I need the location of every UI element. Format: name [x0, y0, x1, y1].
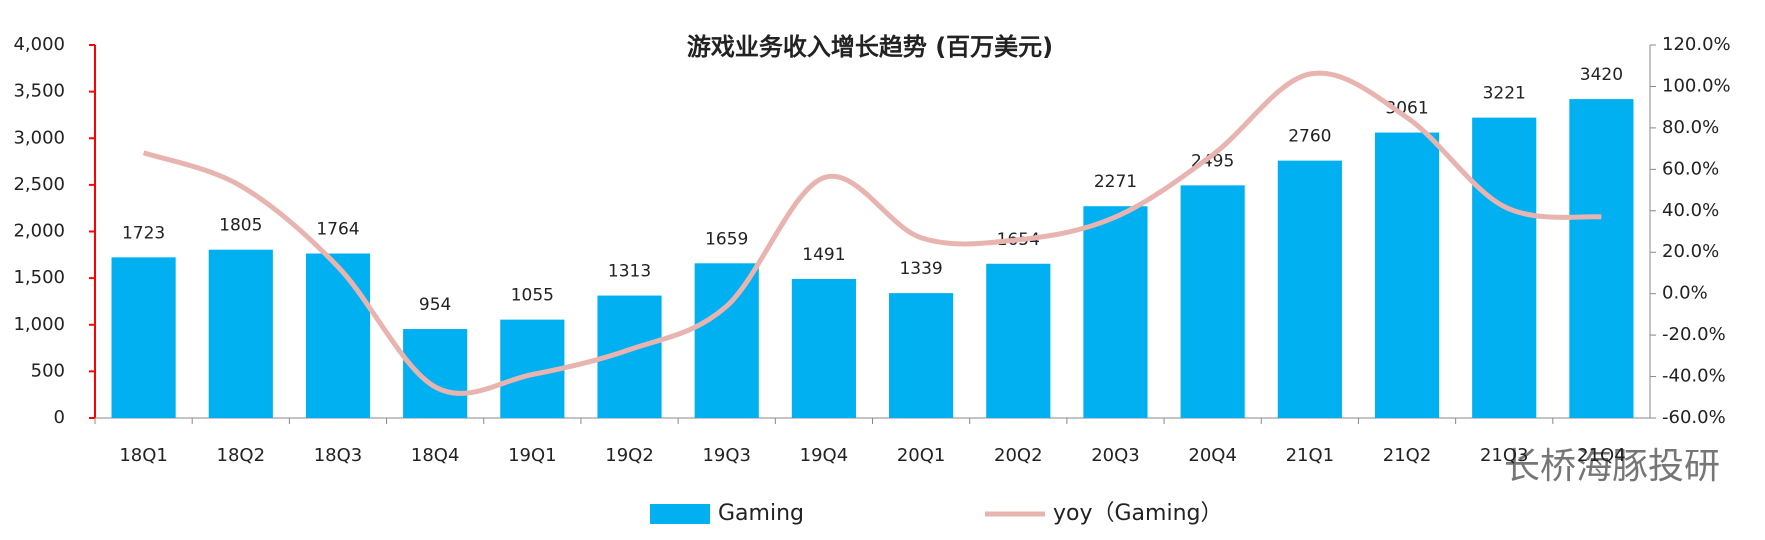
data-label: 1313: [608, 262, 651, 282]
bar: [889, 293, 954, 418]
x-tick-label: 18Q4: [411, 445, 460, 466]
data-label: 1339: [899, 259, 942, 279]
data-label: 1055: [511, 286, 554, 306]
data-label: 3221: [1483, 84, 1526, 104]
bar: [111, 257, 176, 418]
y-tick-label: 3,000: [13, 127, 65, 148]
data-label: 1491: [802, 245, 845, 265]
x-tick-label: 21Q3: [1480, 445, 1529, 466]
y-tick-label: 2,000: [13, 221, 65, 242]
y2-tick-label: 0.0%: [1662, 283, 1708, 304]
x-tick-label: 19Q4: [800, 445, 849, 466]
data-label: 3061: [1385, 99, 1428, 119]
bar: [208, 249, 273, 418]
data-label: 1723: [122, 223, 165, 243]
x-tick-label: 20Q1: [897, 445, 946, 466]
data-label: 954: [419, 295, 451, 315]
y2-tick-label: 60.0%: [1662, 158, 1719, 179]
y2-tick-label: -60.0%: [1662, 407, 1726, 428]
watermark: 长桥海豚投研: [1504, 446, 1720, 487]
chart-title: 游戏业务收入增长趋势 (百万美元): [687, 33, 1053, 61]
legend-swatch: [650, 504, 710, 524]
x-tick-label: 19Q2: [605, 445, 654, 466]
x-tick-label: 20Q3: [1091, 445, 1140, 466]
bar: [403, 329, 468, 418]
x-tick-label: 21Q4: [1577, 445, 1626, 466]
x-tick-label: 19Q3: [702, 445, 751, 466]
y2-tick-label: -20.0%: [1662, 324, 1726, 345]
bar: [305, 253, 371, 418]
y2-tick-label: 80.0%: [1662, 117, 1719, 138]
x-tick-label: 20Q4: [1188, 445, 1237, 466]
bar: [1472, 117, 1537, 418]
y-tick-label: 500: [31, 360, 65, 381]
bar: [1083, 206, 1148, 418]
bar: [1180, 185, 1245, 418]
x-tick-label: 19Q1: [508, 445, 557, 466]
legend-label: Gaming: [718, 501, 804, 526]
data-label: 1659: [705, 229, 748, 249]
y2-tick-label: 100.0%: [1662, 75, 1731, 96]
bar: [1569, 99, 1634, 419]
data-label: 1805: [219, 216, 262, 236]
data-label: 1764: [316, 220, 359, 240]
y-tick-label: 0: [54, 407, 65, 428]
y-tick-label: 1,500: [13, 267, 65, 288]
y-tick-label: 2,500: [13, 174, 65, 195]
y-tick-label: 4,000: [13, 34, 65, 55]
y2-tick-label: -40.0%: [1662, 366, 1726, 387]
x-tick-label: 18Q3: [314, 445, 363, 466]
y2-tick-label: 40.0%: [1662, 200, 1719, 221]
y-tick-label: 3,500: [13, 81, 65, 102]
x-tick-label: 21Q2: [1383, 445, 1432, 466]
legend-label: yoy（Gaming）: [1053, 501, 1222, 526]
data-label: 2271: [1094, 172, 1137, 192]
data-label: 3420: [1580, 65, 1623, 85]
bar: [791, 278, 856, 418]
line: [142, 70, 1602, 396]
data-label: 2495: [1191, 151, 1234, 171]
bar: [1277, 160, 1342, 418]
data-label: 2760: [1288, 127, 1331, 147]
y2-tick-label: 20.0%: [1662, 241, 1719, 262]
bar: [1374, 132, 1440, 418]
y-tick-label: 1,000: [13, 314, 65, 335]
x-tick-label: 18Q2: [217, 445, 266, 466]
x-tick-label: 18Q1: [119, 445, 168, 466]
x-tick-label: 21Q1: [1286, 445, 1335, 466]
y2-tick-label: 120.0%: [1662, 34, 1731, 55]
bar: [986, 263, 1051, 418]
x-tick-label: 20Q2: [994, 445, 1043, 466]
bar: [694, 263, 759, 418]
